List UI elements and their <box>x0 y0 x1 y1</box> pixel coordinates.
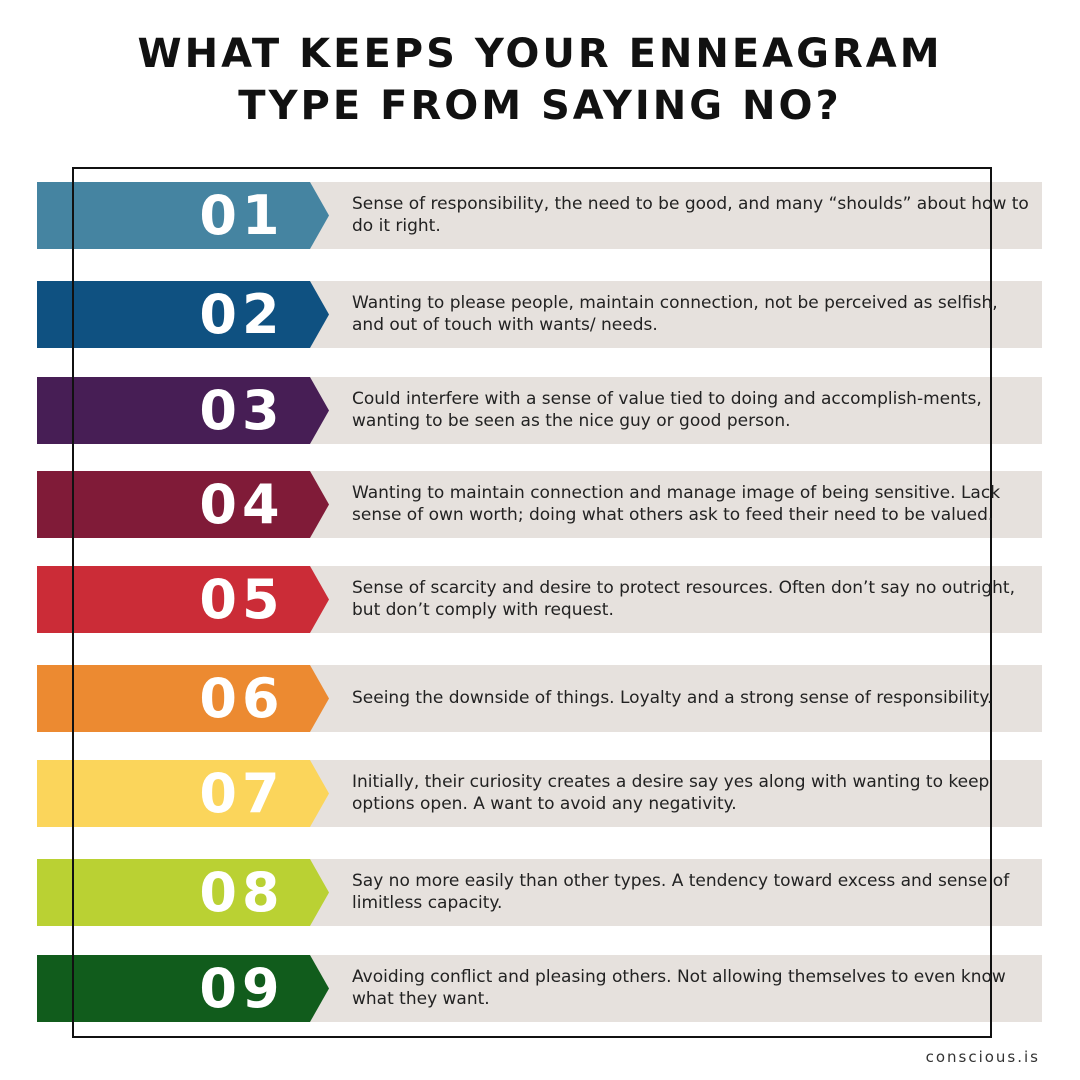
page-title: WHAT KEEPS YOUR ENNEAGRAM TYPE FROM SAYI… <box>0 28 1080 132</box>
type-number: 03 <box>199 379 285 442</box>
type-description: Avoiding conflict and pleasing others. N… <box>352 967 1006 1009</box>
type-number: 06 <box>199 667 285 730</box>
number-arrow-banner <box>37 566 329 633</box>
type-description: Say no more easily than other types. A t… <box>352 871 1010 913</box>
type-number: 01 <box>199 184 285 247</box>
type-row-6: 06 Seeing the downside of things. Loyalt… <box>37 665 1042 732</box>
type-row-7: 07 Initially, their curiosity creates a … <box>37 760 1042 827</box>
type-description: Wanting to maintain connection and manag… <box>352 483 1001 525</box>
type-number: 09 <box>199 957 285 1020</box>
type-row-5: 05 Sense of scarcity and desire to prote… <box>37 566 1042 633</box>
type-description: Seeing the downside of things. Loyalty a… <box>352 687 993 708</box>
title-line-1: WHAT KEEPS YOUR ENNEAGRAM <box>137 31 943 77</box>
type-number: 04 <box>199 473 285 536</box>
type-description: Initially, their curiosity creates a des… <box>352 772 990 814</box>
number-arrow-banner <box>37 859 329 926</box>
type-row-4: 04 Wanting to maintain connection and ma… <box>37 471 1042 538</box>
type-number: 08 <box>199 861 285 924</box>
type-row-9: 09 Avoiding conflict and pleasing others… <box>37 955 1042 1022</box>
title-line-2: TYPE FROM SAYING NO? <box>238 83 842 129</box>
type-row-1: 01 Sense of responsibility, the need to … <box>37 182 1042 249</box>
type-description: Sense of scarcity and desire to protect … <box>352 578 1015 620</box>
number-arrow-banner <box>37 281 329 348</box>
number-arrow-banner <box>37 471 329 538</box>
type-description: Sense of responsibility, the need to be … <box>352 194 1029 236</box>
type-number: 05 <box>199 568 285 631</box>
type-row-8: 08 Say no more easily than other types. … <box>37 859 1042 926</box>
number-arrow-banner <box>37 182 329 249</box>
number-arrow-banner <box>37 955 329 1022</box>
brand-footer: conscious.is <box>925 1048 1040 1066</box>
type-description: Wanting to please people, maintain conne… <box>352 293 998 335</box>
type-number: 02 <box>199 283 285 346</box>
number-arrow-banner <box>37 665 329 732</box>
type-row-3: 03 Could interfere with a sense of value… <box>37 377 1042 444</box>
type-row-2: 02 Wanting to please people, maintain co… <box>37 281 1042 348</box>
type-number: 07 <box>199 762 285 825</box>
type-description: Could interfere with a sense of value ti… <box>352 389 982 431</box>
number-arrow-banner <box>37 760 329 827</box>
number-arrow-banner <box>37 377 329 444</box>
